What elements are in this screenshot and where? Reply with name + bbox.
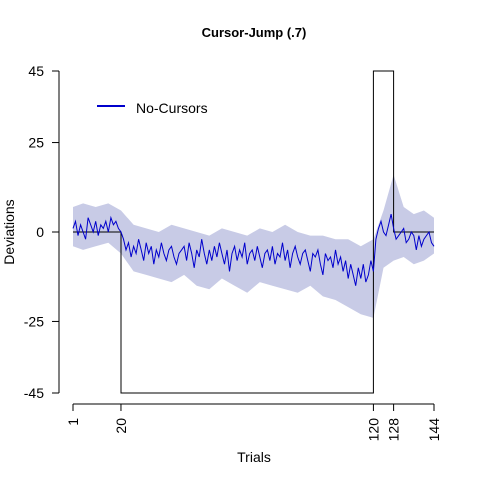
x-tick-label: 144 [426,418,442,442]
legend: No-Cursors [97,100,208,116]
x-tick-label: 120 [365,418,381,442]
confidence-band-layer [73,174,434,318]
schedule-line [73,70,434,394]
confidence-band [73,174,434,318]
schedule-layer [73,70,434,394]
series-layer [72,213,435,286]
chart-title: Cursor-Jump (.7) [202,25,307,40]
legend-entry: No-Cursors [136,100,208,116]
y-tick-label: 45 [28,63,44,79]
y-tick-label: 0 [36,224,44,240]
x-tick-label: 20 [113,418,129,434]
series-line [72,213,435,286]
y-tick-label: 25 [28,135,44,151]
y-tick-label: -25 [24,313,44,329]
y-axis-label: Deviations [1,199,17,264]
x-tick-label: 1 [65,418,81,426]
y-tick-label: -45 [24,385,44,401]
x-tick-label: 128 [386,418,402,442]
x-axis-label: Trials [237,449,271,465]
